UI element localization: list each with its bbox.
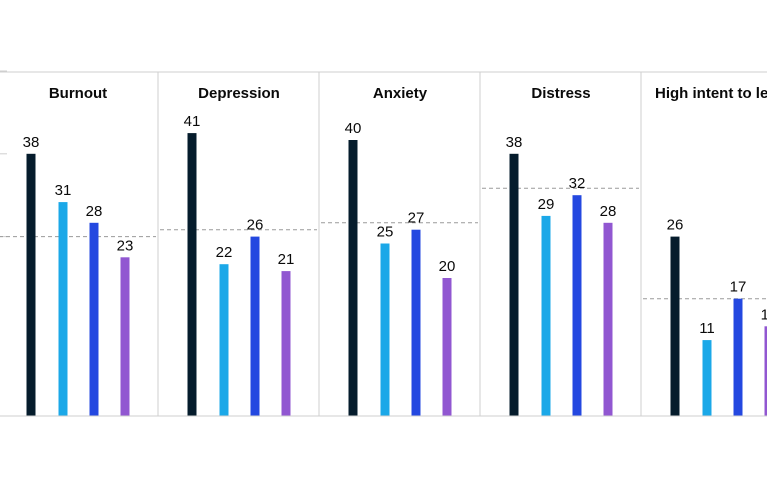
value-label-high-intent-to-leave-3: 17 — [730, 279, 747, 296]
bar-burnout-2 — [58, 202, 68, 416]
value-label-anxiety-2: 25 — [377, 224, 394, 241]
bar-distress-3 — [572, 195, 582, 416]
bar-depression-2 — [219, 264, 229, 416]
bar-high-intent-to-leave-2 — [702, 340, 712, 416]
bar-high-intent-to-leave-1 — [670, 236, 680, 416]
value-label-distress-2: 29 — [538, 196, 555, 213]
value-label-burnout-4: 23 — [117, 237, 134, 254]
value-label-anxiety-1: 40 — [345, 120, 362, 137]
bar-distress-1 — [509, 153, 519, 417]
value-label-burnout-2: 31 — [55, 182, 72, 199]
value-label-depression-3: 26 — [247, 217, 264, 234]
value-label-distress-4: 28 — [600, 203, 617, 220]
bar-depression-4 — [281, 271, 291, 416]
bar-burnout-1 — [26, 153, 36, 417]
bar-burnout-4 — [120, 257, 130, 416]
bar-anxiety-1 — [348, 140, 358, 416]
bar-burnout-3 — [89, 222, 99, 416]
value-label-high-intent-to-leave-2: 11 — [699, 320, 715, 337]
panel-title-high-intent-to-leave: High intent to leave — [655, 85, 767, 102]
value-label-distress-3: 32 — [569, 175, 586, 192]
value-label-high-intent-to-leave-4: 13 — [761, 306, 767, 323]
value-label-depression-4: 21 — [278, 251, 295, 268]
panel-title-distress: Distress — [531, 85, 590, 102]
bar-depression-1 — [187, 133, 197, 416]
panel-title-burnout: Burnout — [49, 85, 107, 102]
bar-anxiety-3 — [411, 229, 421, 416]
panel-title-depression: Depression — [198, 85, 280, 102]
value-label-depression-2: 22 — [216, 244, 233, 261]
value-label-anxiety-3: 27 — [408, 210, 425, 227]
bar-distress-2 — [541, 215, 551, 416]
value-label-burnout-3: 28 — [86, 203, 103, 220]
value-label-high-intent-to-leave-1: 26 — [667, 217, 684, 234]
bar-anxiety-2 — [380, 243, 390, 416]
value-label-depression-1: 41 — [184, 113, 201, 130]
value-label-burnout-1: 38 — [23, 134, 40, 151]
bar-high-intent-to-leave-3 — [733, 298, 743, 416]
bar-distress-4 — [603, 222, 613, 416]
value-label-anxiety-4: 20 — [439, 258, 456, 275]
value-label-distress-1: 38 — [506, 134, 523, 151]
bar-depression-3 — [250, 236, 260, 416]
bar-high-intent-to-leave-4 — [764, 326, 767, 416]
bar-anxiety-4 — [442, 278, 452, 416]
panel-title-anxiety: Anxiety — [373, 85, 428, 102]
